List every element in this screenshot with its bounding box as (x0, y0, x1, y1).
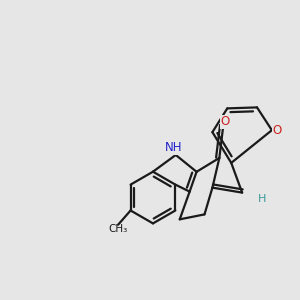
Text: H: H (258, 194, 266, 204)
Text: CH₃: CH₃ (108, 224, 127, 234)
Text: O: O (220, 115, 230, 128)
Text: NH: NH (165, 141, 182, 154)
Text: O: O (273, 124, 282, 137)
